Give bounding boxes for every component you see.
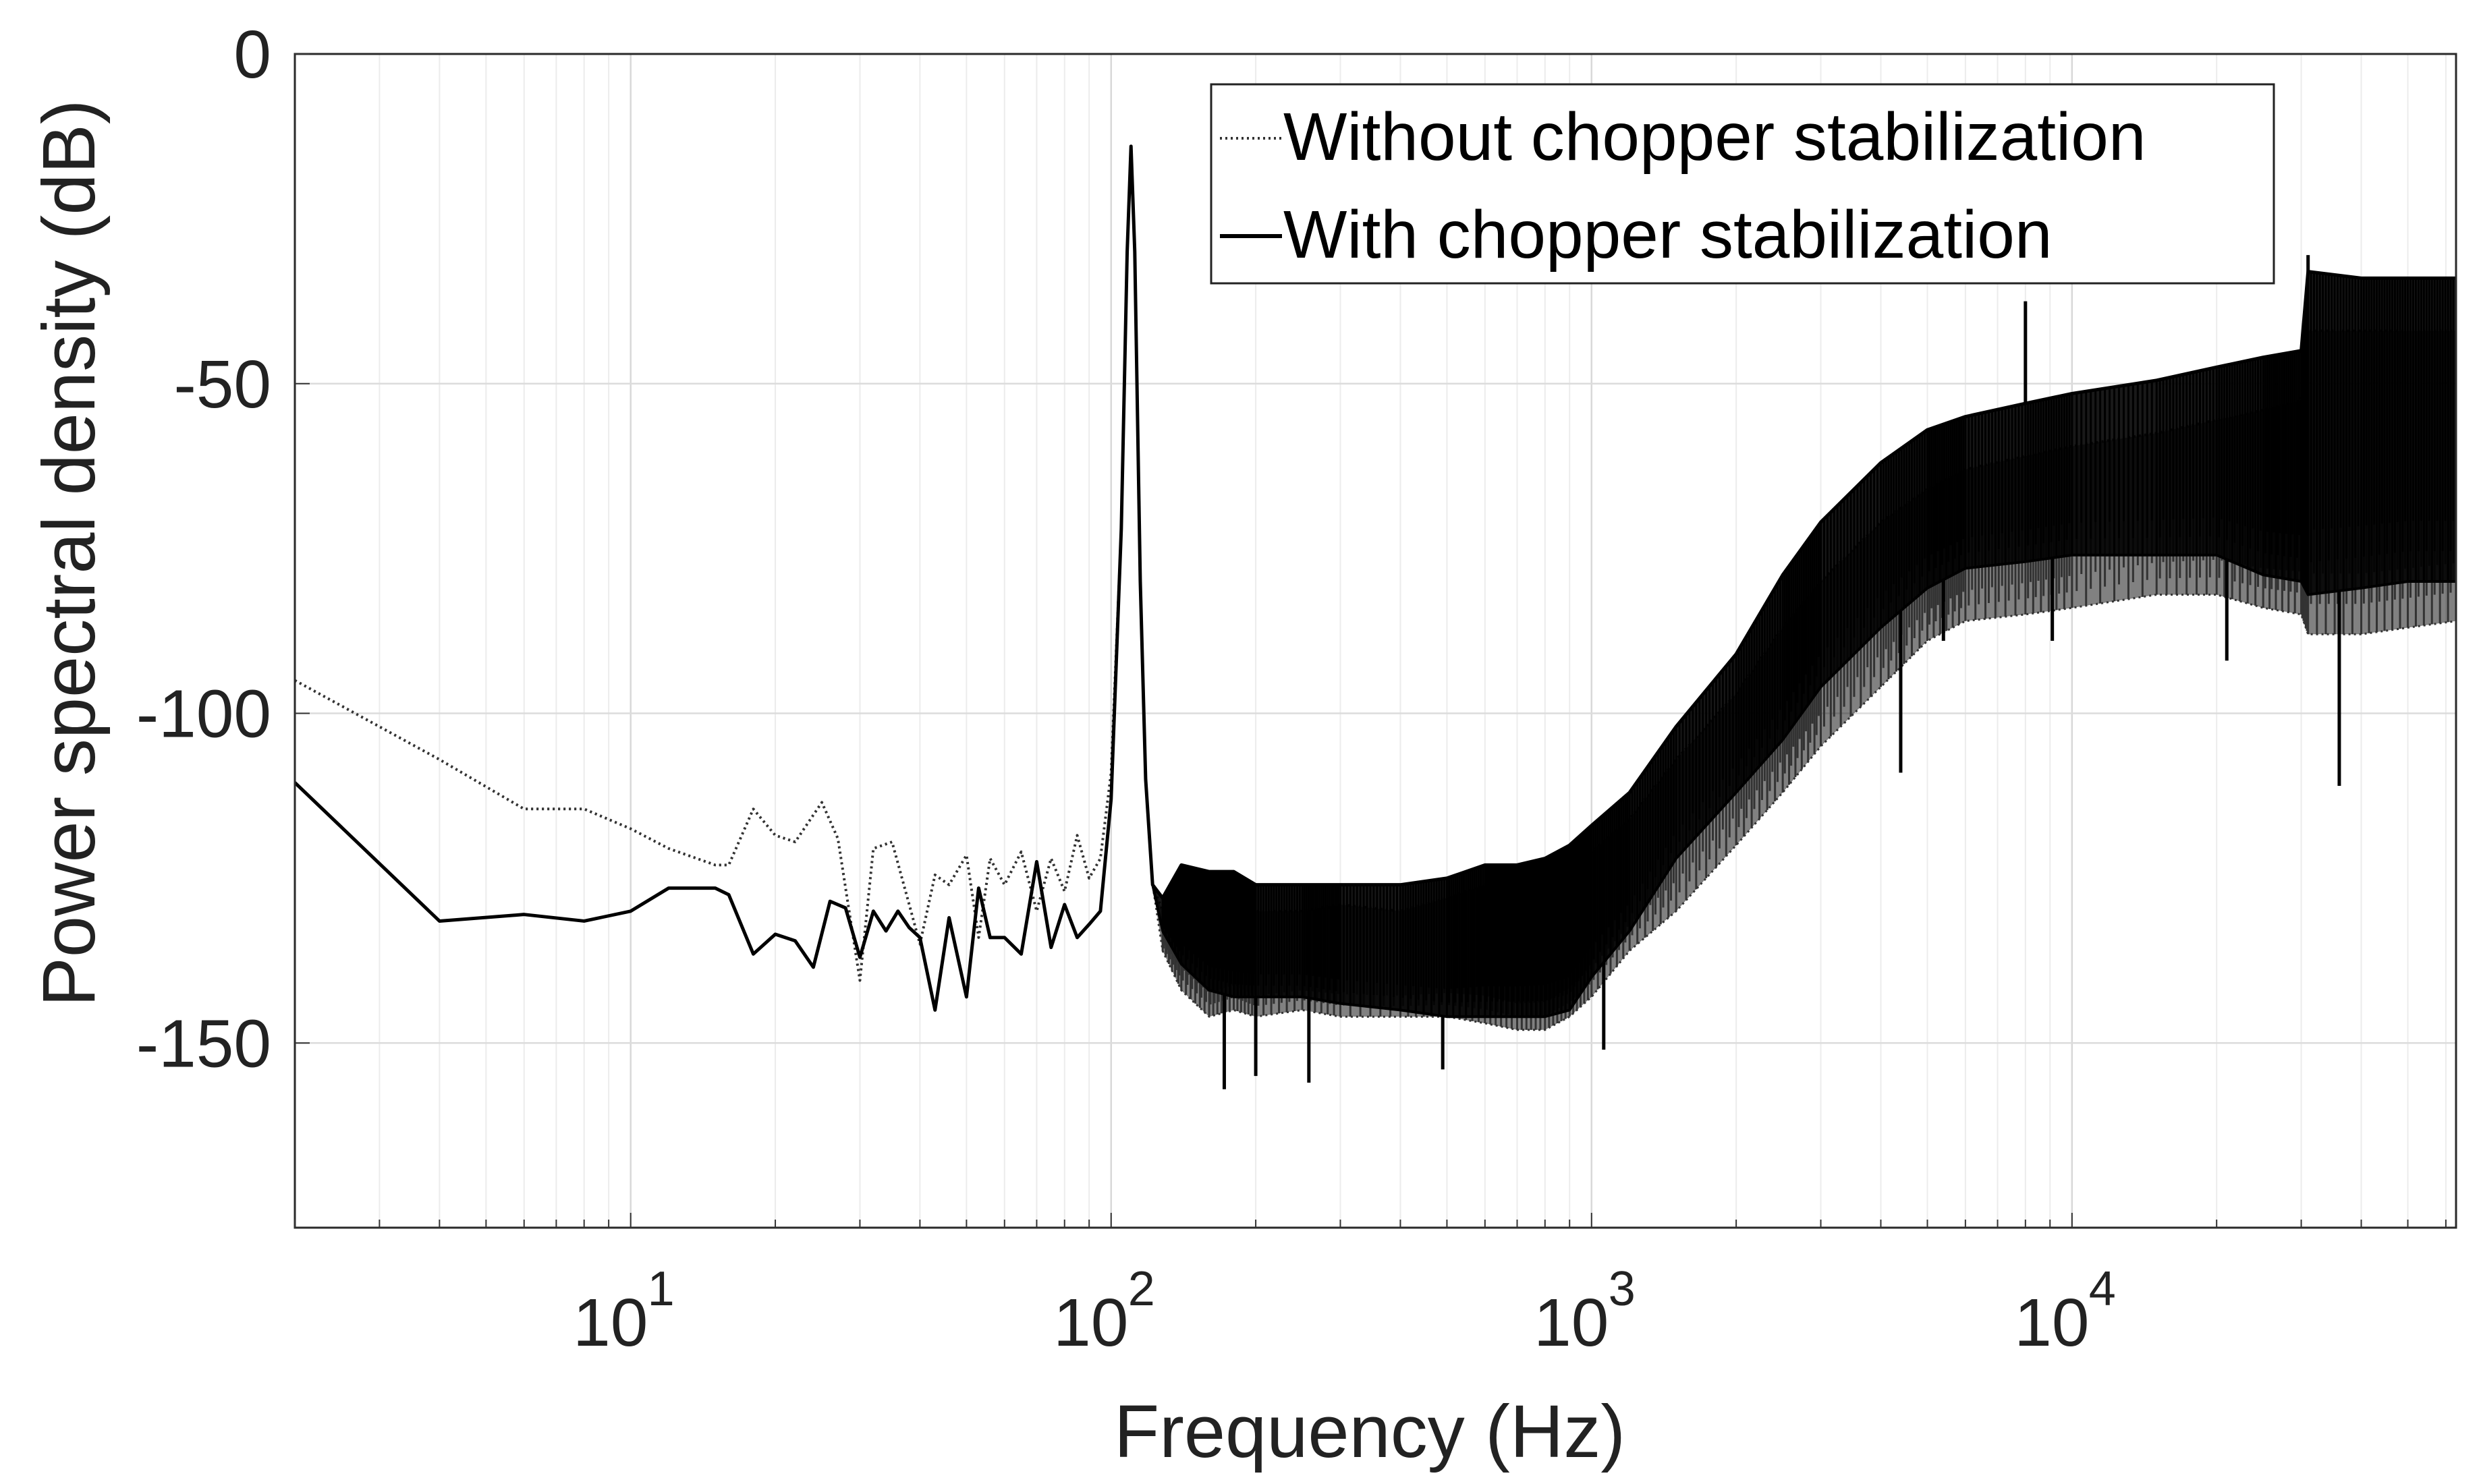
noise-spikes <box>1222 255 2341 1089</box>
y-tick-label: -150 <box>136 1006 271 1081</box>
y-tick-label: -50 <box>173 347 271 422</box>
legend-box <box>1210 83 2275 285</box>
x-tick-label: 10 <box>573 1285 648 1361</box>
x-tick-label: 10 <box>2014 1285 2089 1361</box>
series-lines <box>294 144 2457 1031</box>
y-tick-label: 0 <box>233 17 271 92</box>
legend: Without chopper stabilization With chopp… <box>1210 83 2275 285</box>
legend-label-with: With chopper stabilization <box>1283 197 2052 273</box>
x-tick-exponent: 1 <box>648 1262 675 1316</box>
x-tick-exponent: 2 <box>1128 1262 1155 1316</box>
x-tick-exponent: 4 <box>2089 1262 2116 1316</box>
x-tick-label: 10 <box>1534 1285 1609 1361</box>
y-axis-label: Power spectral density (dB) <box>28 100 111 1007</box>
y-tick-label: -100 <box>136 677 271 752</box>
plot-frame <box>294 53 2457 1229</box>
series-band-0 <box>295 146 2456 1030</box>
grid-lines <box>294 53 2456 1228</box>
x-tick-label: 10 <box>1053 1285 1128 1361</box>
x-tick-exponent: 3 <box>1609 1262 1636 1316</box>
legend-label-without: Without chopper stabilization <box>1283 99 2146 175</box>
x-axis-label: Frequency (Hz) <box>1114 1390 1625 1473</box>
